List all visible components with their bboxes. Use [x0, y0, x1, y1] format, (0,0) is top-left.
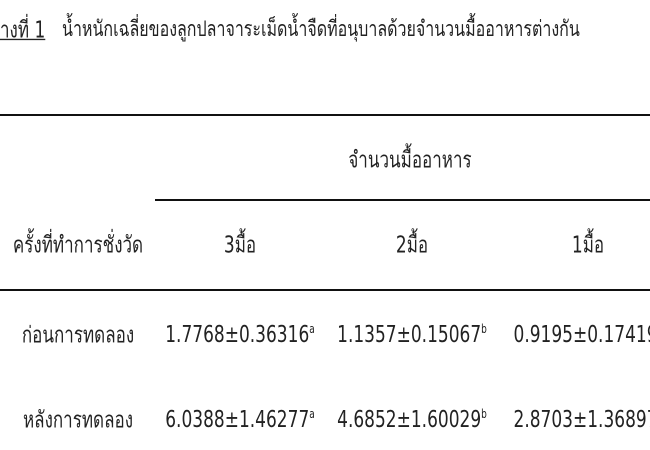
cell-value: 0.9195±0.17419 — [513, 321, 650, 349]
cell: 1.1357±0.15067b — [337, 322, 487, 349]
caption-title: น้ำหนักเฉลี่ยของลูกปลาจาระเม็ดน้ำจืดที่อ… — [62, 15, 580, 42]
cell: 0.9195±0.17419c — [514, 322, 650, 349]
cell-value: 4.6852±1.60029 — [337, 406, 482, 434]
cell-superscript: b — [481, 323, 487, 337]
cell: 2.8703±1.36897c — [514, 407, 650, 434]
cell-superscript: a — [309, 408, 315, 422]
cell: 1.7768±0.36316a — [165, 322, 315, 349]
cell-value: 1.1357±0.15067 — [337, 321, 482, 349]
column-header: 1มื้อ — [571, 232, 605, 260]
cell: 4.6852±1.60029b — [337, 407, 487, 434]
header-rule — [0, 289, 650, 291]
group-rule — [155, 199, 650, 201]
cell: 6.0388±1.46277a — [165, 407, 315, 434]
cell-superscript: b — [481, 408, 487, 422]
cell-superscript: a — [309, 323, 315, 337]
group-header: จำนวนมื้ออาหาร — [348, 147, 472, 175]
caption-label: างที่ 1 — [0, 17, 46, 45]
top-rule — [0, 114, 650, 116]
cell-value: 1.7768±0.36316 — [165, 321, 310, 349]
row-label: ก่อนการทดลอง — [21, 322, 135, 350]
column-header: 3มื้อ — [223, 232, 257, 260]
row-label: หลังการทดลอง — [22, 407, 134, 435]
cell-value: 2.8703±1.36897 — [513, 406, 650, 434]
row-header: ครั้งที่ทำการชั่งวัด — [12, 232, 144, 260]
cell-value: 6.0388±1.46277 — [165, 406, 310, 434]
column-header: 2มื้อ — [395, 232, 429, 260]
